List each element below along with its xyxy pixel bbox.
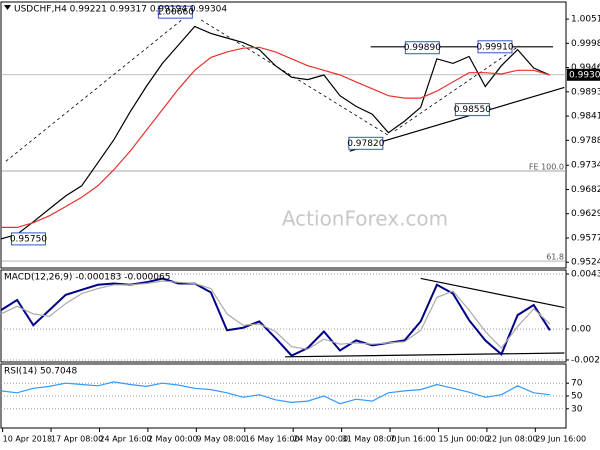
panel-title: MACD(12,26,9) -0.000183 -0.000065 xyxy=(4,273,170,283)
last-price-label: 0.99304 xyxy=(569,70,600,80)
y-tick-label: 30 xyxy=(571,404,583,414)
annotation-label: 0.99890 xyxy=(404,43,441,53)
x-tick-label: 29 Jun 16:00 xyxy=(535,435,586,444)
y-tick-label: 0.98935 xyxy=(571,87,600,97)
y-tick-label: 0.99985 xyxy=(571,39,600,49)
trendline xyxy=(394,45,520,132)
annotation-box xyxy=(10,232,46,246)
panel-border xyxy=(0,269,567,363)
x-tick-label: 24 May 00:00 xyxy=(293,435,348,444)
y-tick-label: -0.002448 xyxy=(571,355,600,365)
watermark: ActionForex.com xyxy=(282,207,448,231)
panel-title: RSI(14) 50.7048 xyxy=(4,367,77,377)
x-tick-label: 7 Jun 16:00 xyxy=(390,435,436,444)
x-tick-label: 24 Apr 16:00 xyxy=(99,435,151,444)
annotation-label: 0.97820 xyxy=(347,139,384,149)
x-tick-label: 31 May 08:00 xyxy=(342,435,397,444)
panel-border xyxy=(0,1,567,269)
trendline xyxy=(5,16,186,162)
level-label: 61.8 xyxy=(546,253,564,262)
x-tick-label: 22 Jun 08:00 xyxy=(487,435,538,444)
y-tick-label: 0.004351 xyxy=(571,270,600,280)
y-tick-label: 0.97345 xyxy=(571,161,600,171)
x-tick-label: 9 May 08:00 xyxy=(196,435,246,444)
annotation-box xyxy=(157,5,193,19)
last-price-box xyxy=(567,68,600,81)
trendline xyxy=(349,86,565,152)
annotation-label: 0.99910 xyxy=(476,42,513,52)
trendline xyxy=(420,277,565,309)
y-tick-label: 0.97885 xyxy=(571,136,600,146)
annotation-label: 1.00660 xyxy=(157,8,194,18)
annotation-box xyxy=(404,41,440,55)
x-tick-label: 10 Apr 2018 xyxy=(3,435,52,444)
series-line xyxy=(1,46,551,228)
annotation-box xyxy=(454,103,490,117)
panel-title: USDCHF,H4 0.99221 0.99317 0.99194 0.9930… xyxy=(14,5,227,15)
trendline xyxy=(285,352,565,358)
y-tick-label: 0.96295 xyxy=(571,209,600,219)
x-tick-label: 16 May 16:00 xyxy=(245,435,300,444)
y-tick-label: 0.95245 xyxy=(571,258,600,268)
annotation-label: 0.98550 xyxy=(454,105,491,115)
x-tick-label: 2 May 00:00 xyxy=(148,435,198,444)
x-tick-label: 15 Jun 00:00 xyxy=(438,435,489,444)
level-label: FE 100.0 xyxy=(529,163,564,172)
series-line xyxy=(0,25,551,240)
series-line xyxy=(0,280,551,350)
y-tick-label: 0.00 xyxy=(571,325,591,335)
x-tick-label: 17 Apr 08:00 xyxy=(51,435,103,444)
annotation-box xyxy=(348,136,384,150)
menu-arrow xyxy=(4,5,11,10)
series-line xyxy=(0,381,550,405)
series-line xyxy=(0,277,551,357)
annotation-label: 0.95750 xyxy=(10,234,47,244)
y-tick-label: 70 xyxy=(571,379,583,389)
y-tick-label: 50 xyxy=(571,392,583,402)
annotation-box xyxy=(477,40,513,54)
